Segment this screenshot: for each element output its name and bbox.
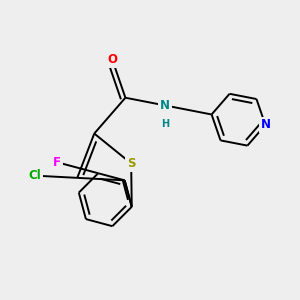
Text: O: O xyxy=(107,53,117,66)
Text: F: F xyxy=(53,156,61,169)
Text: Cl: Cl xyxy=(28,169,41,182)
Text: S: S xyxy=(127,157,135,170)
Text: N: N xyxy=(160,99,170,112)
Text: H: H xyxy=(161,119,169,129)
Text: N: N xyxy=(260,118,270,131)
